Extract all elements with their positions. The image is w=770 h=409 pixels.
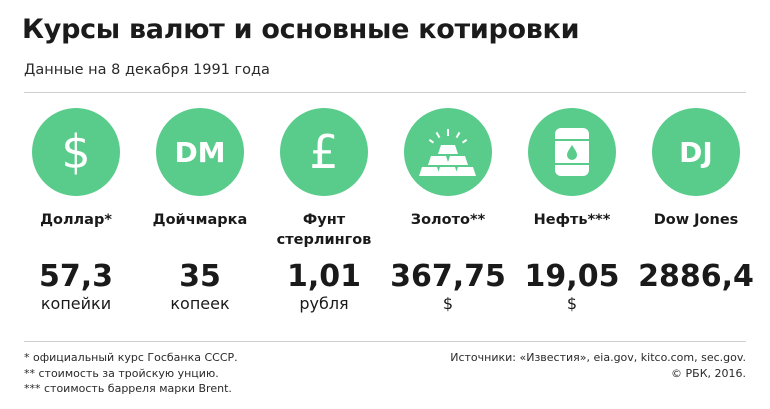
sources-text: Источники: «Известия», eia.gov, kitco.co… bbox=[450, 351, 746, 364]
item-dow-jones: DJ Dow Jones 2886,4 bbox=[638, 108, 768, 294]
sources: Источники: «Известия», eia.gov, kitco.co… bbox=[450, 350, 746, 381]
item-label: Дойчмарка bbox=[152, 212, 248, 228]
item-value: 2886,4 bbox=[638, 259, 754, 294]
deutschmark-symbol: DM bbox=[174, 135, 226, 169]
pound-symbol: £ bbox=[309, 125, 339, 179]
footnote: * официальный курс Госбанка СССР. bbox=[24, 351, 238, 364]
gold-bars-graphic bbox=[419, 129, 476, 176]
footnote: ** стоимость за тройскую унцию. bbox=[24, 366, 219, 380]
oil-barrel-icon bbox=[528, 108, 616, 196]
bottom-divider bbox=[24, 341, 746, 342]
dow-jones-icon: DJ bbox=[652, 108, 740, 196]
item-unit: $ bbox=[442, 294, 454, 313]
item-label: Фунт стерлингов bbox=[276, 212, 372, 248]
oil-barrel-graphic bbox=[555, 128, 589, 176]
item-unit: копеек bbox=[170, 294, 230, 313]
item-label: Доллар* bbox=[40, 212, 112, 228]
item-gold: Золото** 367,75 $ bbox=[390, 108, 520, 313]
gold-bars-icon bbox=[404, 108, 492, 196]
item-unit: рубля bbox=[299, 294, 349, 313]
item-unit: копейки bbox=[40, 294, 112, 313]
deutschmark-icon: DM bbox=[156, 108, 244, 196]
item-deutschmark: DM Дойчмарка 35 копеек bbox=[148, 108, 272, 313]
dollar-symbol: $ bbox=[61, 125, 91, 179]
item-label: Нефть*** bbox=[533, 212, 611, 228]
item-oil: Нефть*** 19,05 $ bbox=[520, 108, 644, 313]
page-title: Курсы валют и основные котировки bbox=[22, 14, 580, 45]
dow-jones-symbol: DJ bbox=[679, 135, 713, 169]
item-pound: £ Фунт стерлингов 1,01 рубля bbox=[272, 108, 396, 313]
pound-icon: £ bbox=[280, 108, 368, 196]
item-value: 35 bbox=[179, 259, 221, 294]
copyright: © РБК, 2016. bbox=[671, 366, 746, 380]
item-value: 57,3 bbox=[38, 259, 114, 294]
footnotes: * официальный курс Госбанка СССР. ** сто… bbox=[24, 350, 238, 397]
item-unit: $ bbox=[566, 294, 578, 313]
top-divider bbox=[24, 92, 746, 93]
dollar-icon: $ bbox=[32, 108, 120, 196]
item-value: 1,01 bbox=[286, 259, 362, 294]
page-subtitle: Данные на 8 декабря 1991 года bbox=[24, 62, 270, 78]
item-label: Золото** bbox=[410, 212, 486, 228]
item-value: 367,75 bbox=[390, 259, 506, 294]
item-value: 19,05 bbox=[524, 259, 620, 294]
footnote: *** стоимость барреля марки Brent. bbox=[24, 382, 232, 395]
item-label: Dow Jones bbox=[653, 212, 739, 228]
item-dollar: $ Доллар* 57,3 копейки bbox=[24, 108, 148, 313]
